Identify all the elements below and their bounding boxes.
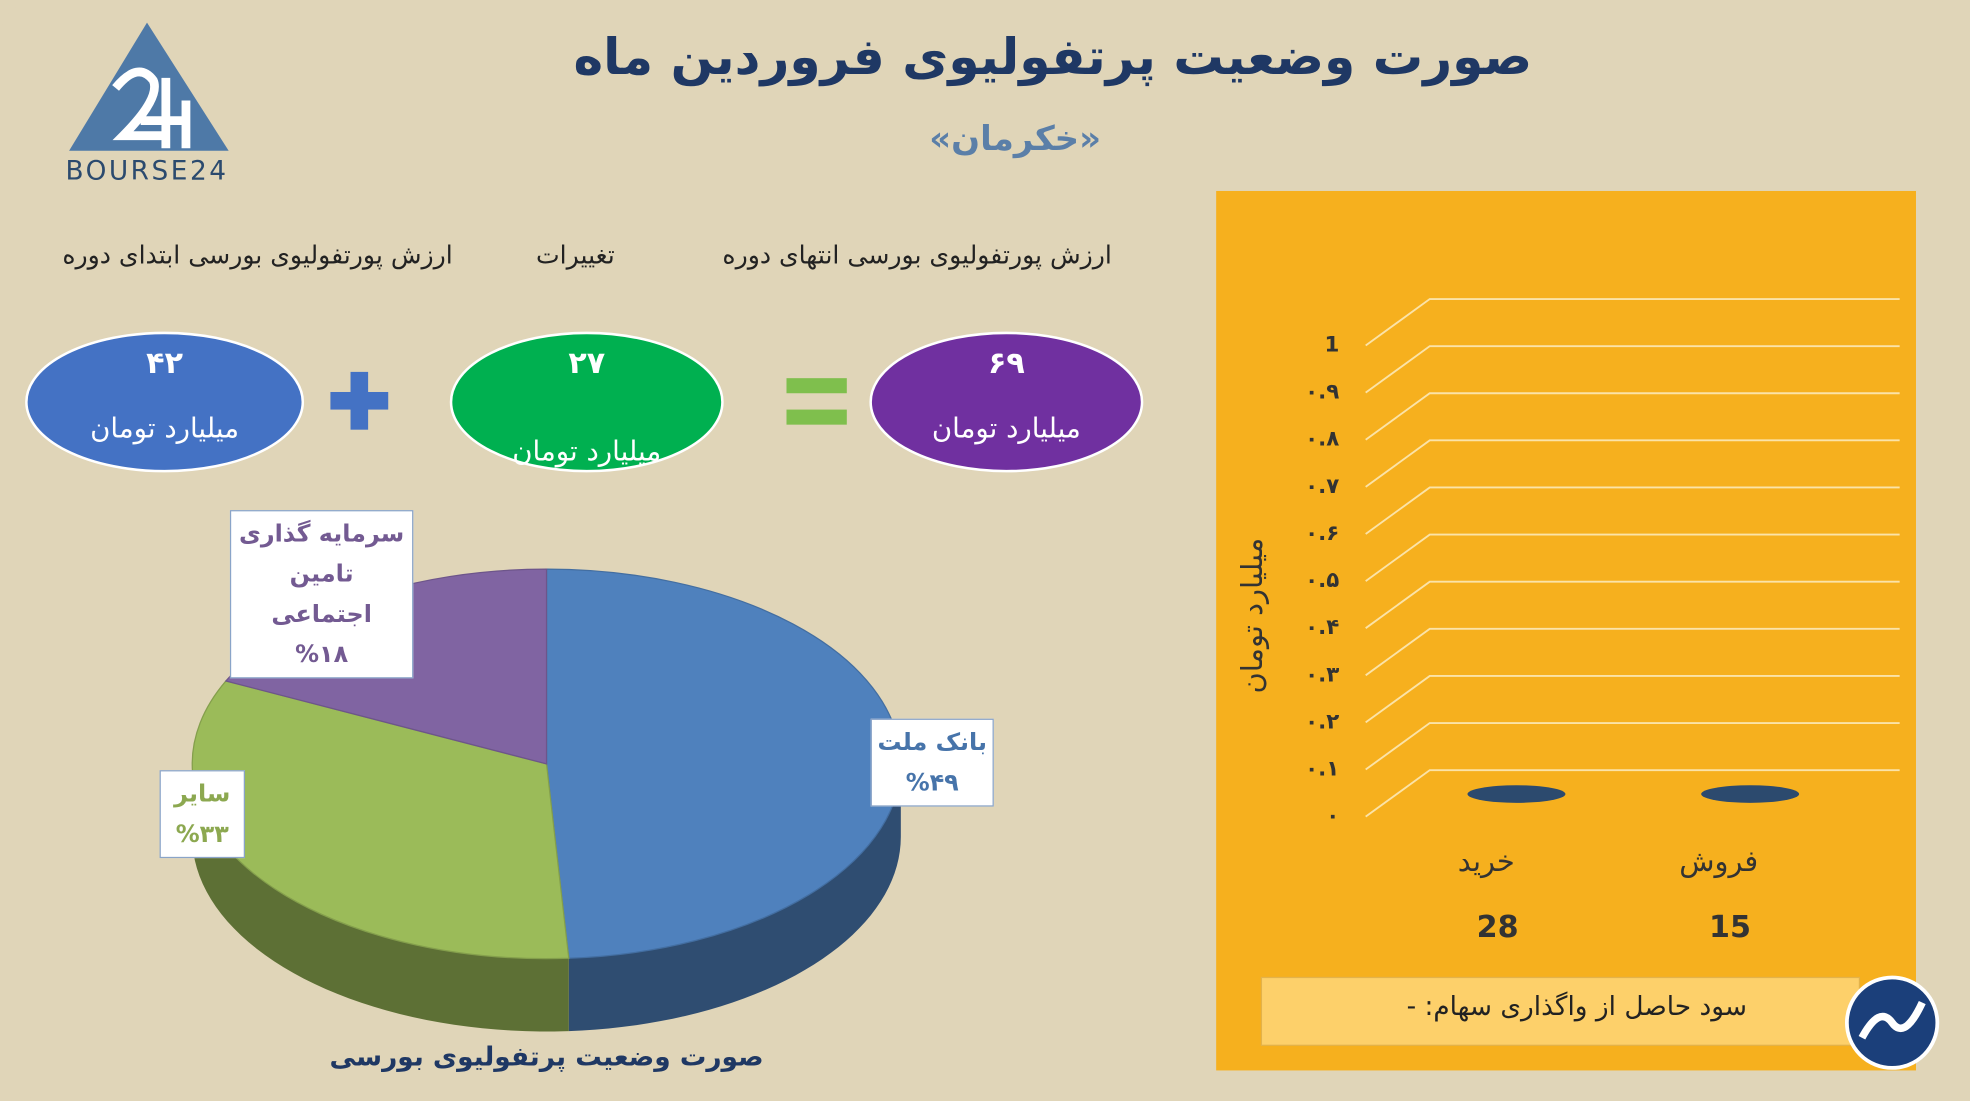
bar-top [1467,785,1566,803]
grid-line [1365,486,1900,535]
grid-line [1365,674,1900,724]
grid-line [1365,580,1900,629]
subtitle: «خکرمان» [929,119,1101,159]
plus [330,371,389,430]
bar-top [1701,785,1800,803]
pie-side [192,763,569,1032]
pie-value-label: %۳۳ [175,820,229,849]
grid-line [1365,533,1900,582]
footer-box [1260,976,1861,1046]
logo-digits [112,67,191,149]
grid-line [1365,345,1900,394]
grid-line [1365,627,1900,677]
grid-line [1365,722,1900,771]
y-tick-label: ۰.۵ [1305,568,1339,593]
grid-line [1365,298,1900,347]
pie-label-box: سایر %۳۳ [159,770,245,859]
pie-category: بانک ملت [877,728,987,757]
grid-line [1365,392,1900,441]
pie-label-box: سرمایه گذاری تامین اجتماعی %۱۸ [229,510,414,679]
y-tick-label: ۰.۷ [1305,474,1339,499]
summary-ellipse [449,331,724,473]
bar-annotation: 28 [1477,910,1519,945]
summary-unit: میلیارد تومان [512,434,661,467]
summary-unit: میلیارد تومان [90,412,239,445]
y-tick-label: ۰.۹ [1305,380,1339,405]
y-tick-label: ۰ [1326,804,1339,829]
summary-value: ۶۹ [988,346,1025,381]
bar-panel [1216,190,1916,1071]
summary-ellipse [25,331,305,473]
x-tick-label: خرید [1458,844,1515,878]
footer-note: سود حاصل از واگذاری سهام: - [1407,991,1747,1022]
y-tick-label: ۰.۳ [1305,662,1339,687]
equals [786,378,847,425]
pie-label-box: بانک ملت %۴۹ [870,718,994,807]
y-tick-label: ۰.۸ [1305,427,1339,452]
summary-label: ارزش پورتفولیوی بورسی ابتدای دوره [62,240,452,270]
summary-label: تغییرات [536,240,615,270]
y-axis-title: میلیارد تومان [1235,538,1269,694]
logo-text: BOURSE24 [65,157,228,187]
y-tick-label: ۰.۲ [1305,709,1339,734]
y-tick-label: ۰.۱ [1305,757,1339,782]
title: صورت وضعیت پرتفولیوی فروردین ماه [573,27,1532,87]
summary-label: ارزش پورتفولیوی بورسی انتهای دوره [722,240,1111,270]
badge-arrow [1858,1000,1926,1040]
summary-value: ۴۲ [146,346,183,381]
pie-value-label: %۴۹ [905,768,959,797]
pie-category: سرمایه گذاری تامین اجتماعی [238,520,405,629]
pie-title: صورت وضعیت پرتفولیوی بورسی [329,1042,763,1072]
pie-category: سایر [174,780,231,808]
summary-unit: میلیارد تومان [932,412,1081,445]
y-tick-label: ۰.۶ [1305,521,1339,546]
grid-line [1365,439,1900,488]
bar-annotation: 15 [1709,910,1751,945]
pie-side [568,763,901,1032]
grid-line [1365,769,1900,818]
y-tick-label: 1 [1324,333,1339,358]
y-tick-label: ۰.۴ [1305,615,1339,640]
pie-value-label: %۱۸ [295,640,349,669]
summary-value: ۲۷ [568,346,605,381]
pie-slice [191,680,570,960]
summary-ellipse [869,331,1144,473]
x-tick-label: فروش [1679,844,1758,878]
